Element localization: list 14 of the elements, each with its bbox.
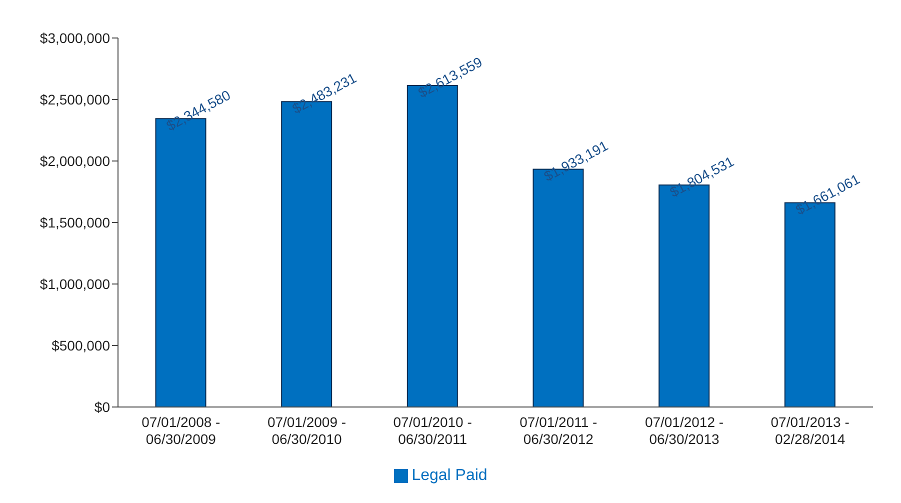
y-tick-label: $3,000,000 xyxy=(40,30,110,46)
x-tick-label: 07/01/2012 - 06/30/2013 xyxy=(644,414,724,447)
x-tick-label: 07/01/2011 - 06/30/2012 xyxy=(520,414,598,447)
y-tick-label: $500,000 xyxy=(52,337,110,354)
y-tick-label: $2,500,000 xyxy=(40,91,110,108)
x-tick-label: 07/01/2009 - 06/30/2010 xyxy=(267,414,346,447)
y-tick-label: $1,500,000 xyxy=(40,214,110,230)
y-tick-label: $2,000,000 xyxy=(40,152,110,169)
x-tick-label: 07/01/2010 - 06/30/2011 xyxy=(393,414,472,447)
y-tick-label: $0 xyxy=(94,398,110,415)
x-tick-label: 07/01/2013 - 02/28/2014 xyxy=(770,414,850,447)
x-tick-label: 07/01/2008 - 06/30/2009 xyxy=(142,414,221,447)
y-tick-label: $1,000,000 xyxy=(40,276,110,292)
legend-label: Legal Paid xyxy=(412,467,488,484)
